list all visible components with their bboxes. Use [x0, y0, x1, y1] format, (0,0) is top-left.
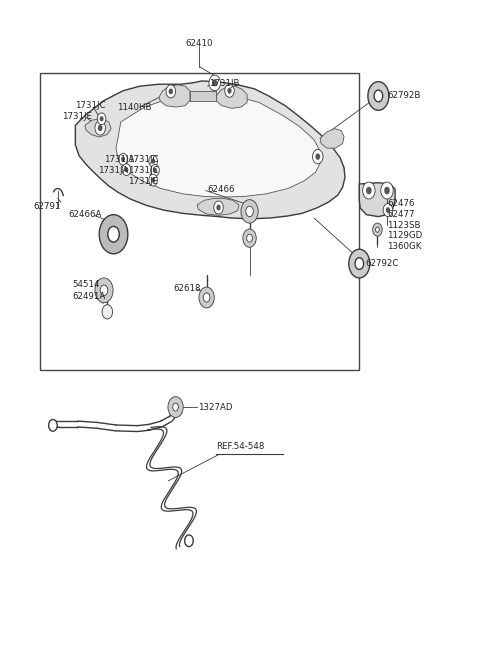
Circle shape	[122, 164, 131, 176]
Circle shape	[212, 79, 217, 86]
Text: 1731JA: 1731JA	[98, 166, 129, 175]
Circle shape	[104, 309, 111, 318]
Circle shape	[95, 278, 113, 303]
Text: 62792B: 62792B	[387, 92, 420, 100]
Circle shape	[372, 223, 382, 236]
Circle shape	[355, 257, 364, 269]
Bar	[39, 73, 360, 370]
Circle shape	[203, 293, 210, 302]
Text: 1731JE: 1731JE	[62, 112, 93, 121]
Polygon shape	[75, 81, 345, 219]
Circle shape	[199, 287, 214, 308]
Circle shape	[108, 227, 119, 242]
Text: 1731JC: 1731JC	[128, 166, 159, 175]
Circle shape	[185, 535, 193, 547]
Circle shape	[228, 88, 232, 94]
Polygon shape	[190, 92, 216, 100]
Circle shape	[48, 419, 57, 431]
Polygon shape	[320, 128, 344, 148]
Text: REF.54-548: REF.54-548	[216, 441, 264, 451]
Circle shape	[243, 229, 256, 248]
Circle shape	[168, 88, 173, 94]
Circle shape	[95, 121, 106, 135]
Polygon shape	[216, 86, 247, 108]
Circle shape	[119, 153, 127, 165]
Text: 62476: 62476	[387, 199, 415, 208]
Text: 1123SB: 1123SB	[387, 221, 420, 230]
Circle shape	[368, 82, 389, 110]
Circle shape	[99, 215, 128, 253]
Circle shape	[386, 207, 390, 213]
Text: 1129GD: 1129GD	[387, 231, 422, 240]
Text: 62466A: 62466A	[68, 210, 102, 219]
Polygon shape	[159, 85, 190, 107]
Circle shape	[108, 227, 119, 242]
Polygon shape	[360, 183, 395, 217]
Circle shape	[216, 204, 221, 210]
Text: 62618: 62618	[173, 284, 201, 293]
Text: 1140HB: 1140HB	[117, 103, 151, 111]
Circle shape	[149, 155, 157, 167]
Polygon shape	[116, 94, 320, 197]
Text: 62477: 62477	[387, 210, 415, 219]
Circle shape	[363, 182, 375, 199]
Circle shape	[366, 187, 372, 195]
Circle shape	[102, 305, 113, 319]
Circle shape	[124, 167, 128, 172]
Text: 62791: 62791	[34, 202, 61, 211]
Text: 1731JA: 1731JA	[105, 155, 135, 164]
Circle shape	[168, 397, 183, 417]
Circle shape	[151, 159, 155, 164]
Circle shape	[151, 178, 155, 183]
Circle shape	[225, 84, 234, 97]
Circle shape	[247, 234, 252, 242]
Circle shape	[374, 90, 383, 102]
Circle shape	[100, 285, 108, 295]
Circle shape	[241, 200, 258, 223]
Text: 1360GK: 1360GK	[387, 242, 421, 251]
Circle shape	[209, 75, 220, 91]
Circle shape	[98, 124, 103, 131]
Circle shape	[149, 174, 157, 186]
Circle shape	[166, 85, 176, 98]
Circle shape	[381, 182, 393, 199]
Circle shape	[312, 149, 323, 164]
Circle shape	[349, 250, 370, 278]
Circle shape	[100, 116, 104, 121]
Circle shape	[121, 157, 125, 162]
Circle shape	[173, 403, 179, 411]
Circle shape	[97, 113, 106, 124]
Polygon shape	[85, 119, 111, 137]
Text: 54514: 54514	[72, 280, 99, 289]
Circle shape	[153, 168, 157, 173]
Circle shape	[214, 201, 223, 214]
Circle shape	[375, 227, 379, 233]
Text: 1731JC: 1731JC	[128, 155, 159, 164]
Circle shape	[383, 204, 393, 217]
Circle shape	[151, 164, 159, 176]
Text: 62466: 62466	[207, 185, 235, 194]
Circle shape	[315, 153, 320, 160]
Circle shape	[384, 187, 390, 195]
Text: 62792C: 62792C	[365, 259, 398, 268]
Text: 62491A: 62491A	[72, 291, 105, 301]
Text: 1731JE: 1731JE	[128, 177, 158, 186]
Circle shape	[246, 206, 253, 217]
Polygon shape	[197, 198, 239, 215]
Text: 1327AD: 1327AD	[198, 403, 232, 411]
Text: 1731JB: 1731JB	[209, 79, 240, 88]
Text: 1731JC: 1731JC	[75, 102, 106, 110]
Text: 62410: 62410	[186, 39, 213, 48]
